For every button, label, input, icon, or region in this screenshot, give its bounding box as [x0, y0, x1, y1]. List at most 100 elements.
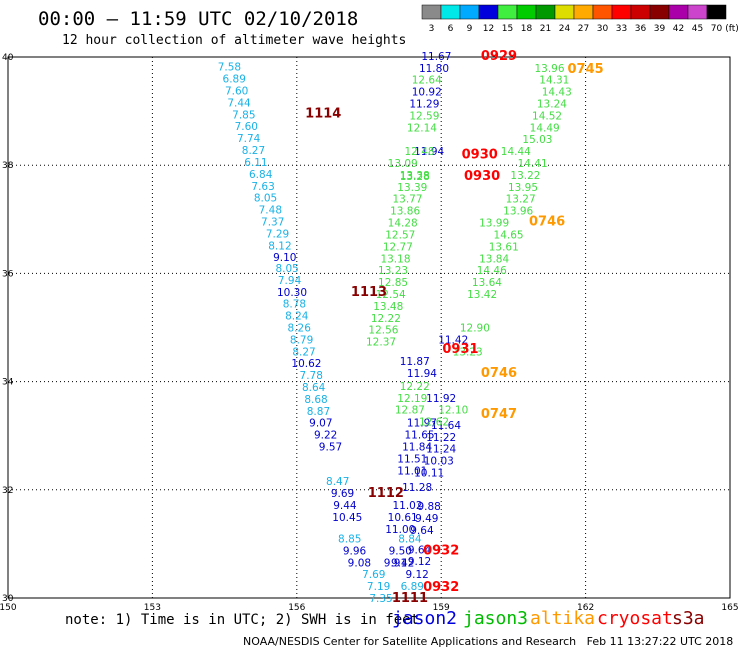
data-point-jason2: 9.12: [408, 556, 431, 568]
data-point-jason3: 13.24: [537, 99, 567, 111]
data-point-jason2: 10.03: [424, 456, 454, 468]
data-point-jason3: 13.27: [506, 194, 536, 206]
colorbar-label: 33: [616, 24, 627, 34]
colorbar-label: 27: [578, 24, 589, 34]
data-point-s3a-time: 1112: [368, 486, 404, 501]
y-tick-label: 38: [2, 161, 14, 171]
data-point-s3a: 8.12: [268, 240, 291, 252]
data-point-jason2: 9.57: [319, 442, 342, 454]
data-point-jason2: 9.64: [410, 525, 434, 537]
data-point-jason3: 12.57: [385, 229, 415, 241]
data-point-s3a: 7.48: [259, 205, 282, 217]
data-point-s3a: 7.60: [225, 86, 248, 98]
footer-note: note: 1) Time is in UTC; 2) SWH is in fe…: [65, 612, 420, 628]
data-point-jason3: 12.64: [412, 75, 442, 87]
colorbar-label: 9: [467, 24, 473, 34]
data-point-s3a: 8.78: [283, 299, 306, 311]
data-point-jason3: 13.23: [378, 265, 408, 277]
data-point-jason3: 14.28: [388, 218, 418, 230]
data-point-jason3: 12.54: [376, 289, 406, 301]
data-point-jason2: 11.84: [402, 442, 432, 454]
y-tick-label: 36: [2, 269, 14, 279]
colorbar-label: 30: [597, 24, 609, 34]
y-tick-label: 32: [2, 486, 13, 496]
data-point-jason2: 9.88: [417, 501, 440, 513]
plot-frame: [7, 56, 731, 599]
data-point-s3a: 7.44: [227, 97, 251, 109]
data-point-jason2: 11.65: [405, 430, 435, 442]
credit-line: NOAA/NESDIS Center for Satellite Applica…: [243, 635, 734, 648]
data-point-jason2: 9.10: [273, 252, 296, 264]
data-point-jason3: 12.22: [400, 381, 430, 393]
data-point-jason2: 11.28: [402, 482, 432, 494]
data-point-s3a: 8.84: [398, 533, 422, 545]
data-point-jason2: 11.67: [421, 51, 451, 63]
colorbar-label: 39: [654, 24, 666, 34]
data-point-s3a-time: 1113: [351, 285, 387, 300]
data-point-s3a: 7.78: [300, 370, 323, 382]
colorbar-label: 3: [429, 24, 435, 34]
data-point-jason3: 12.90: [460, 323, 490, 335]
legend-s3a: s3a: [672, 608, 705, 629]
data-point-jason2: 9.64: [408, 544, 432, 556]
data-point-jason2: 9.44: [333, 500, 357, 512]
colorbar-swatch: [706, 4, 727, 20]
data-point-jason3: 13.96: [503, 206, 533, 218]
x-tick-label: 165: [721, 603, 738, 613]
data-point-s3a: 8.24: [285, 311, 309, 323]
data-point-jason3: 13.86: [390, 206, 420, 218]
x-tick-label: 150: [0, 603, 17, 613]
data-point-s3a-time: 1114: [305, 106, 341, 121]
data-point-jason2: 11.24: [426, 444, 456, 456]
legend-jason3: jason3: [463, 608, 529, 629]
data-point-s3a: 8.27: [292, 346, 315, 358]
data-point-jason2: 10.92: [412, 87, 442, 99]
data-point-jason3: 13.28: [400, 171, 430, 183]
data-point-jason2: 10.30: [277, 287, 307, 299]
data-point-s3a: 8.64: [302, 382, 326, 394]
data-point-jason3: 13.95: [508, 182, 538, 194]
data-point-jason3: 14.65: [494, 229, 524, 241]
data-point-jason3: 13.09: [388, 158, 418, 170]
data-point-jason2: 9.96: [343, 545, 367, 557]
data-point-s3a: 7.85: [232, 109, 255, 121]
y-tick-label: 30: [2, 594, 14, 604]
color-scale: 3 6 9 12 15 18 21 24 27 30 33 36 39 42 45 70 (ft): [421, 4, 739, 34]
data-point-s3a: 6.89: [223, 74, 246, 86]
colorbar-label: 21: [540, 24, 551, 34]
data-point-jason2: 10.61: [388, 512, 418, 524]
data-point-jason2: 9.50: [389, 545, 412, 557]
data-point-jason2: 9.69: [331, 488, 354, 500]
data-point-s3a: 8.87: [307, 406, 330, 418]
data-point-jason3: 13.84: [479, 253, 509, 265]
data-point-cryosat: 0932: [423, 580, 459, 595]
data-point-jason3: 14.44: [501, 146, 531, 158]
data-point-jason3: 13.96: [534, 63, 564, 75]
data-point-s3a: 8.27: [242, 145, 265, 157]
data-point-jason3: 13.23: [453, 346, 483, 358]
data-point-altika: 0746: [481, 366, 517, 381]
data-point-jason3: 13.64: [472, 277, 502, 289]
data-point-s3a: 8.79: [290, 334, 313, 346]
data-point-s3a: 8.26: [288, 323, 312, 335]
x-tick-label: 153: [144, 603, 161, 613]
data-point-altika: 0746: [529, 214, 565, 229]
data-point-jason2: 9.12: [405, 569, 428, 581]
data-point-s3a: 7.63: [251, 181, 274, 193]
data-point-jason3: 12.22: [371, 313, 401, 325]
data-point-jason3: 14.52: [532, 110, 562, 122]
data-point-jason3: 13.39: [397, 182, 427, 194]
data-point-jason2: 11.64: [431, 420, 461, 432]
data-point-s3a: 8.05: [275, 263, 298, 275]
y-tick-label: 34: [2, 378, 14, 388]
data-point-jason2: 11.00: [385, 524, 415, 536]
data-point-s3a: 7.94: [278, 275, 302, 287]
data-point-jason2: 9.49: [415, 513, 438, 525]
data-point-jason3: 15.03: [522, 134, 552, 146]
data-point-jason2: 9.22: [314, 430, 337, 442]
data-point-cryosat: 0929: [481, 49, 517, 64]
data-point-jason2: 11.94: [407, 368, 437, 380]
data-point-jason3: 13.42: [467, 289, 497, 301]
data-point-jason2: 11.51: [397, 453, 427, 465]
data-point-altika: 0745: [568, 62, 604, 77]
